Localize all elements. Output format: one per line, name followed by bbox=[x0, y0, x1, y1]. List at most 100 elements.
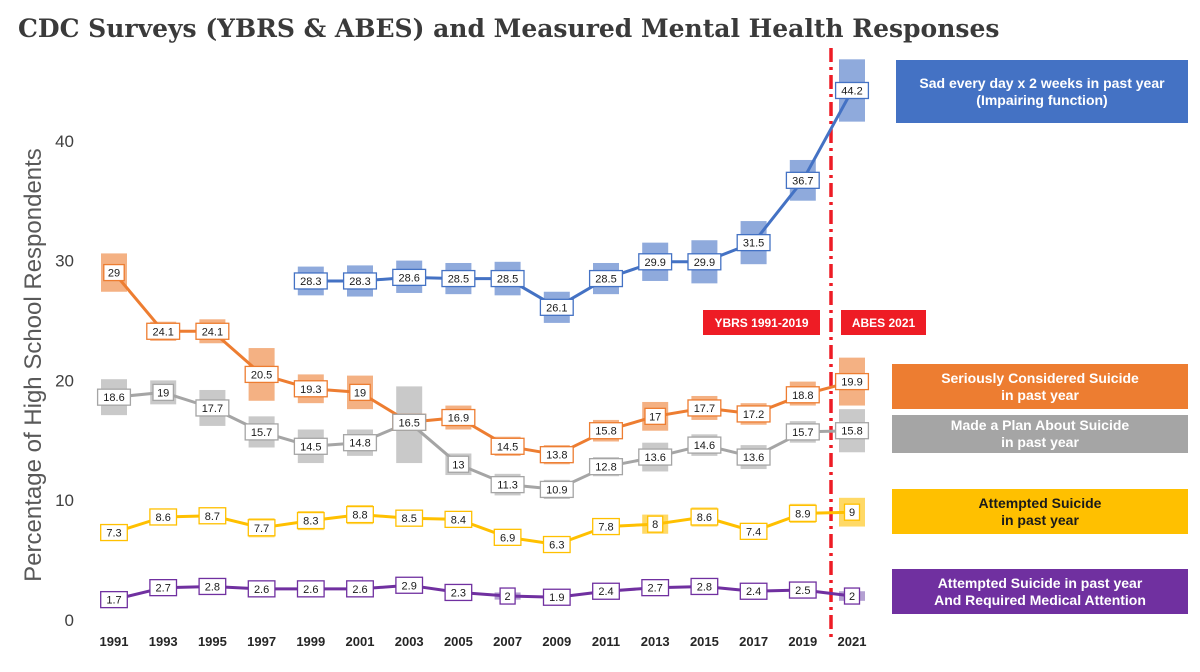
data-label: 1.9 bbox=[549, 592, 564, 604]
data-label-box bbox=[687, 399, 722, 417]
data-label-box bbox=[647, 515, 664, 533]
y-tick-label: 30 bbox=[55, 252, 74, 271]
x-tick-label: 1995 bbox=[198, 634, 227, 649]
data-label: 2 bbox=[505, 591, 511, 603]
data-label-box bbox=[100, 590, 128, 609]
data-label: 13.8 bbox=[546, 450, 567, 462]
y-tick-label: 10 bbox=[55, 491, 74, 510]
data-label: 2.7 bbox=[648, 583, 663, 595]
data-label-box bbox=[788, 581, 817, 599]
data-label-box bbox=[739, 582, 768, 600]
data-label-box bbox=[441, 269, 476, 288]
data-label-box bbox=[296, 511, 325, 530]
data-label-box bbox=[499, 587, 516, 605]
data-label-box bbox=[834, 372, 870, 391]
data-label-box bbox=[644, 407, 667, 425]
data-label-box bbox=[395, 509, 424, 527]
data-label-box bbox=[195, 322, 230, 340]
data-label: 17.7 bbox=[694, 403, 715, 415]
data-label-box bbox=[785, 171, 820, 189]
legend-item-label: Seriously Considered Suicide bbox=[941, 369, 1139, 386]
data-label: 17.7 bbox=[202, 403, 223, 415]
data-label-box bbox=[490, 437, 525, 455]
data-label-box bbox=[96, 388, 132, 406]
data-label-box bbox=[788, 504, 817, 523]
legend-item-label: Attempted Suicide bbox=[978, 494, 1102, 511]
data-label-box bbox=[539, 480, 574, 499]
data-label-box bbox=[444, 583, 473, 602]
x-tick-label: 2001 bbox=[346, 634, 375, 649]
data-label: 18.8 bbox=[792, 390, 813, 402]
data-label: 17 bbox=[649, 411, 661, 423]
data-label-box bbox=[690, 508, 719, 526]
x-tick-label: 1993 bbox=[149, 634, 178, 649]
x-tick-label: 1997 bbox=[247, 634, 276, 649]
data-label: 26.1 bbox=[546, 302, 567, 314]
data-label: 8.6 bbox=[697, 512, 712, 524]
data-label: 8.4 bbox=[451, 514, 466, 526]
data-label-box bbox=[293, 437, 328, 455]
data-label-box bbox=[392, 268, 427, 287]
data-label-box bbox=[739, 522, 768, 540]
data-label-box bbox=[690, 577, 719, 596]
data-label-box bbox=[447, 455, 470, 473]
data-label: 15.8 bbox=[841, 426, 862, 438]
data-label-box bbox=[100, 523, 128, 542]
data-label: 8 bbox=[652, 519, 658, 531]
x-tick-label: 2019 bbox=[788, 634, 817, 649]
data-label-box bbox=[736, 448, 771, 466]
data-label: 8.5 bbox=[402, 513, 417, 525]
legend-item: Attempted Suicide in past year And Requir… bbox=[892, 569, 1188, 614]
data-label: 19 bbox=[354, 387, 366, 399]
data-label-box bbox=[392, 413, 427, 431]
legend-item-label: Attempted Suicide in past year bbox=[937, 574, 1143, 591]
x-tick-label: 2017 bbox=[739, 634, 768, 649]
data-label: 2.3 bbox=[451, 587, 466, 599]
data-label: 28.5 bbox=[497, 274, 518, 286]
data-label: 17.2 bbox=[743, 409, 764, 421]
data-label: 14.5 bbox=[497, 441, 518, 453]
data-label: 24.1 bbox=[152, 326, 173, 338]
data-label: 7.3 bbox=[106, 528, 121, 540]
legend-item: Sad every day x 2 weeks in past year (Imp… bbox=[896, 60, 1188, 123]
data-label: 6.9 bbox=[500, 532, 515, 544]
data-label-box bbox=[342, 272, 378, 290]
legend-item-label: Made a Plan About Suicide bbox=[950, 417, 1130, 433]
data-label: 8.7 bbox=[205, 511, 220, 523]
data-label-box bbox=[293, 272, 328, 290]
data-labels: 28.3 28.3 28.6 28.5 28.526.128.529.9 29.931.5… bbox=[96, 81, 870, 609]
data-label-box bbox=[149, 508, 178, 526]
data-label-box bbox=[542, 588, 571, 606]
data-label: 19.9 bbox=[841, 377, 862, 389]
x-tick-label: 2015 bbox=[690, 634, 719, 649]
data-label: 29.9 bbox=[694, 257, 715, 269]
data-label-box bbox=[638, 448, 673, 466]
data-label: 10.9 bbox=[546, 484, 567, 496]
data-label-box bbox=[198, 507, 227, 525]
data-label-box bbox=[588, 269, 624, 288]
data-label-box bbox=[152, 383, 175, 402]
y-tick-label: 40 bbox=[55, 132, 74, 151]
data-label: 2.6 bbox=[254, 584, 269, 596]
data-label: 20.5 bbox=[251, 369, 272, 381]
data-label: 29.9 bbox=[644, 257, 665, 269]
y-axis-ticks: 0 10 20 30 40 bbox=[55, 132, 74, 630]
data-label-box bbox=[490, 475, 525, 494]
survey-label-ybrs: YBRS 1991-2019 bbox=[703, 310, 820, 335]
data-label-box bbox=[843, 503, 861, 521]
data-label: 2.4 bbox=[746, 586, 761, 598]
y-axis-title: Percentage of High School Respondents bbox=[20, 148, 47, 582]
series-line bbox=[310, 89, 854, 309]
data-label-box bbox=[539, 298, 574, 316]
data-label-box bbox=[641, 579, 670, 597]
data-label: 28.3 bbox=[300, 276, 321, 288]
legend-item-label: (Impairing function) bbox=[976, 91, 1108, 108]
data-label: 28.5 bbox=[448, 274, 469, 286]
data-label: 8.6 bbox=[156, 512, 171, 524]
data-label-box bbox=[542, 535, 571, 554]
series-line bbox=[113, 583, 853, 602]
data-label-box bbox=[588, 422, 624, 440]
legend-item-label: Sad every day x 2 weeks in past year bbox=[919, 74, 1165, 91]
data-label: 2.4 bbox=[598, 586, 613, 598]
